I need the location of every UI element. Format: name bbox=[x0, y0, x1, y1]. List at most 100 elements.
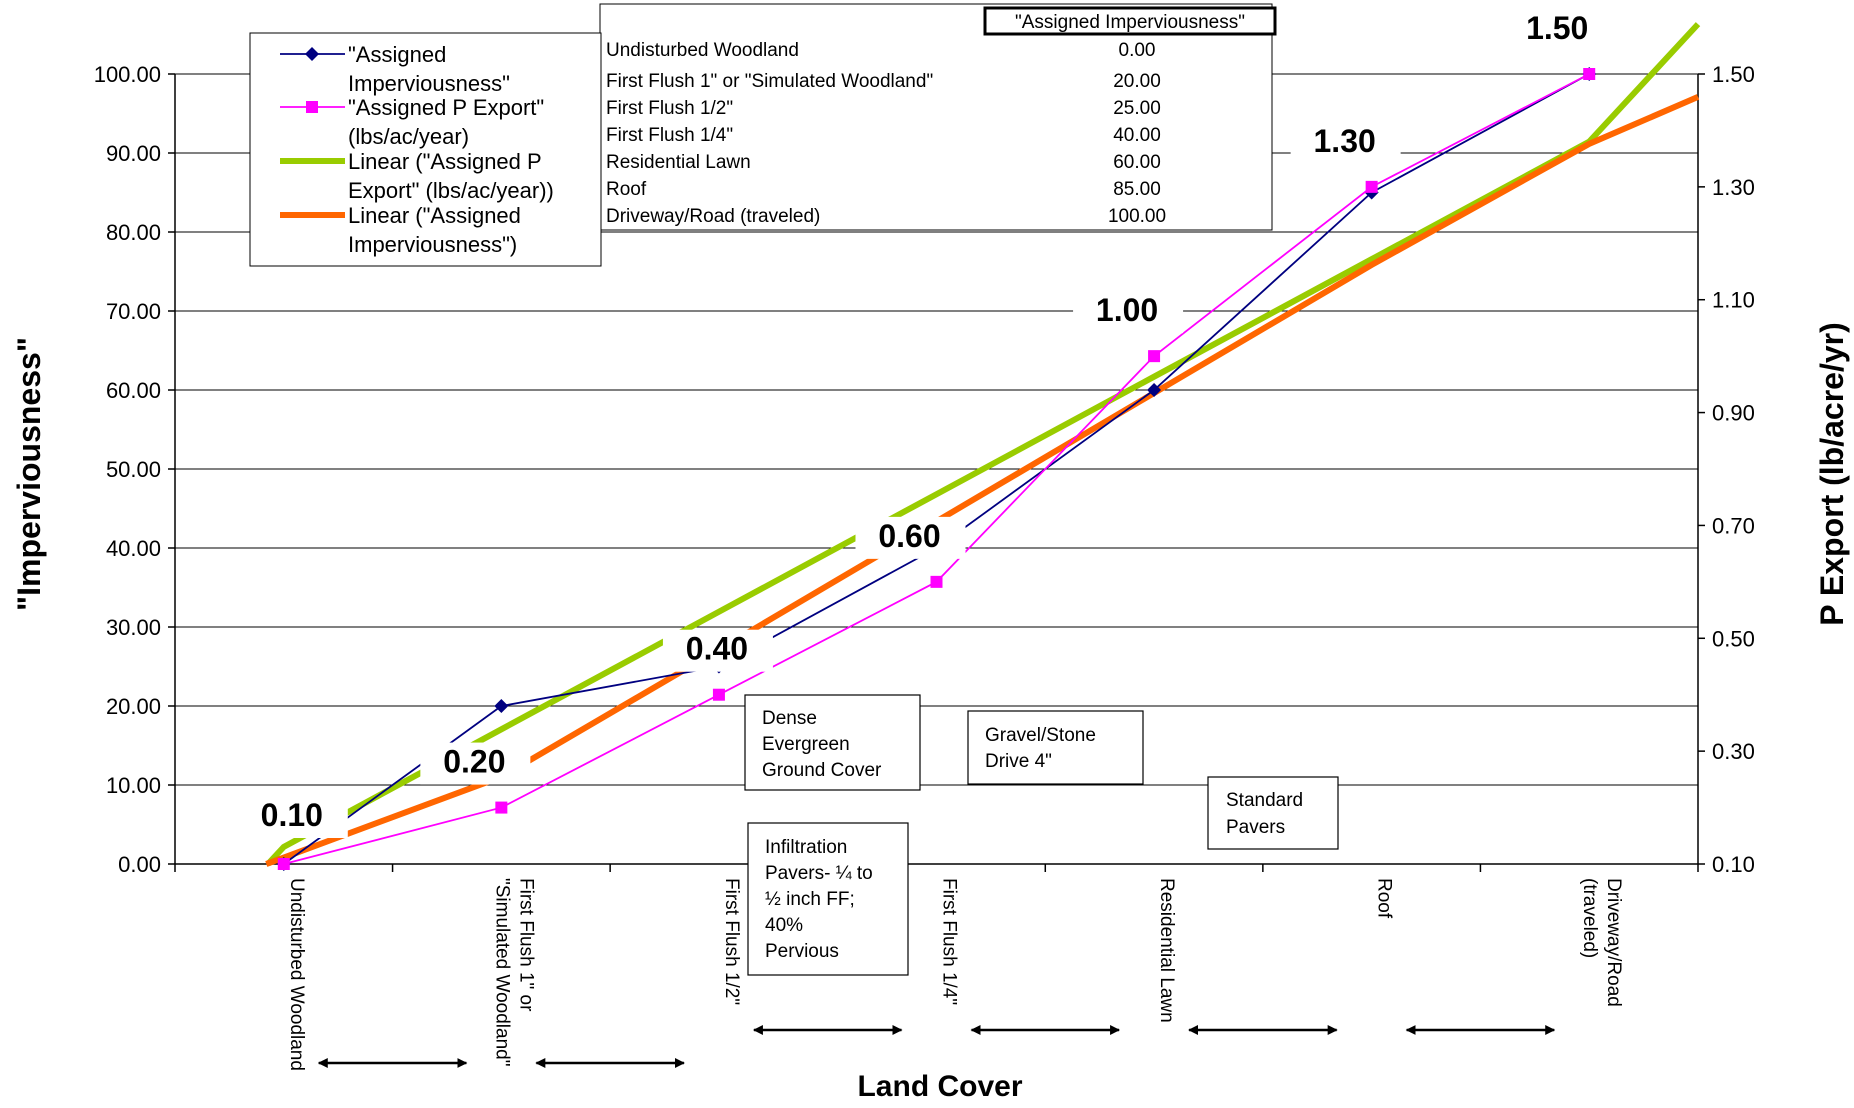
y-tick-label: 80.00 bbox=[106, 220, 161, 245]
table-row-label: Residential Lawn bbox=[606, 152, 751, 173]
y2-tick-label: 0.90 bbox=[1712, 401, 1755, 426]
category-label-line: First Flush 1" or bbox=[515, 878, 536, 1012]
point-label: 1.00 bbox=[1096, 292, 1158, 328]
legend: "Assigned Imperviousness""Assigned P Expo… bbox=[249, 32, 602, 267]
category-label: Driveway/Road(traveled) bbox=[1579, 878, 1624, 1007]
table-row-value: 40.00 bbox=[1113, 125, 1161, 146]
category-label: Undisturbed Woodland bbox=[286, 878, 307, 1071]
category-label-line: First Flush 1/4" bbox=[939, 878, 960, 1005]
x-axis-title: Land Cover bbox=[857, 1070, 1022, 1103]
category-label-line: Residential Lawn bbox=[1156, 878, 1177, 1023]
series-point bbox=[1365, 180, 1378, 193]
annotation-box bbox=[1207, 776, 1339, 850]
legend-entry: Linear ("Assigned P Export" (lbs/ac/year)… bbox=[348, 149, 554, 203]
annotation-line: Ground Cover bbox=[762, 760, 882, 781]
series-point bbox=[1147, 383, 1162, 397]
table-header-box bbox=[983, 6, 1277, 36]
point-label-bg bbox=[662, 629, 773, 672]
legend-marker bbox=[305, 47, 319, 61]
table-row-value: 25.00 bbox=[1113, 98, 1161, 119]
y-tick-label: 30.00 bbox=[106, 615, 161, 640]
y-tick-label: 40.00 bbox=[106, 536, 161, 561]
range-arrows bbox=[317, 1025, 1556, 1068]
y2-tick-label: 1.50 bbox=[1712, 62, 1755, 87]
table-header: "Assigned Imperviousness" bbox=[1015, 12, 1245, 33]
table-row-label: First Flush 1/2" bbox=[606, 98, 733, 119]
x-ticks bbox=[174, 864, 1699, 872]
annotation-text: Dense Evergreen Ground Cover bbox=[762, 708, 882, 781]
category-label: Residential Lawn bbox=[1156, 878, 1177, 1023]
y-tick-label: 90.00 bbox=[106, 141, 161, 166]
category-label-line: Roof bbox=[1374, 878, 1395, 919]
y2-tick-label: 0.50 bbox=[1712, 626, 1755, 651]
table-row-value: 100.00 bbox=[1108, 206, 1166, 227]
annotation-line: Standard bbox=[1226, 790, 1303, 811]
category-label: First Flush 1/2" bbox=[721, 878, 742, 1005]
y-ticks-left: 0.00 10.00 20.00 30.00 40.00 50.00 60.00 70.00 8… bbox=[94, 62, 175, 877]
point-label-bg bbox=[237, 796, 348, 838]
series-point bbox=[277, 858, 290, 870]
series-point bbox=[712, 688, 725, 701]
y2-tick-label: 1.30 bbox=[1712, 175, 1755, 200]
annotation-text: Infiltration Pavers- ¼ to ½ inch FF; 40% Per… bbox=[765, 837, 873, 962]
table-row-label: First Flush 1/4" bbox=[606, 125, 733, 146]
y2-tick-label: 0.10 bbox=[1712, 852, 1755, 877]
imperviousness-table: "Assigned Imperviousness" Undisturbed Woo… bbox=[599, 3, 1277, 231]
legend-entry-line: Imperviousness" bbox=[348, 71, 510, 96]
point-label-bg bbox=[1290, 121, 1401, 164]
legend-entry-line: Linear ("Assigned bbox=[348, 203, 521, 228]
legend-entry: "Assigned Imperviousness" bbox=[348, 42, 510, 96]
category-label: First Flush 1/4" bbox=[939, 878, 960, 1005]
point-label-bg bbox=[420, 742, 531, 785]
y-tick-label: 50.00 bbox=[106, 457, 161, 482]
annotation-line: Drive 4" bbox=[985, 751, 1052, 772]
y-tick-label: 20.00 bbox=[106, 694, 161, 719]
y-tick-label: 100.00 bbox=[94, 62, 161, 87]
annotation-line: Evergreen bbox=[762, 734, 850, 755]
annotation-line: Pavers bbox=[1226, 817, 1285, 838]
y2-tick-label: 0.70 bbox=[1712, 513, 1755, 538]
point-label-bg bbox=[1073, 291, 1184, 334]
y-tick-label: 60.00 bbox=[106, 378, 161, 403]
annotation-line: Dense bbox=[762, 708, 817, 729]
annotation-line: Pavers- ¼ to bbox=[765, 863, 873, 884]
legend-entry-line: "Assigned P Export" bbox=[348, 95, 544, 120]
y-tick-label: 70.00 bbox=[106, 299, 161, 324]
table-row-value: 0.00 bbox=[1119, 40, 1156, 61]
series-point bbox=[495, 801, 508, 814]
point-label: 0.40 bbox=[686, 631, 748, 667]
point-label: 1.30 bbox=[1314, 123, 1376, 159]
point-label: 1.50 bbox=[1526, 10, 1588, 46]
y2-tick-label: 1.10 bbox=[1712, 288, 1755, 313]
category-label-line: "Simulated Woodland" bbox=[491, 878, 512, 1066]
category-label-line: Undisturbed Woodland bbox=[286, 878, 307, 1071]
annotation-box bbox=[744, 694, 921, 791]
annotation-line: Gravel/Stone bbox=[985, 725, 1096, 746]
annotation-box bbox=[747, 822, 909, 976]
category-label: First Flush 1" or"Simulated Woodland" bbox=[491, 878, 536, 1066]
legend-entry-line: Imperviousness") bbox=[348, 232, 517, 257]
point-labels: 0.10 0.20 0.40 0.60 1.00 1.30 1.50 bbox=[237, 9, 1614, 838]
y-axis-title: "Imperviousness" bbox=[11, 337, 47, 611]
point-label: 0.20 bbox=[443, 744, 505, 780]
legend-entry-line: "Assigned bbox=[348, 42, 446, 67]
annotation-box bbox=[967, 710, 1144, 785]
table-row-value: 20.00 bbox=[1113, 71, 1161, 92]
legend-entry: Linear ("Assigned Imperviousness") bbox=[348, 203, 521, 257]
table-row-label: Undisturbed Woodland bbox=[606, 40, 799, 61]
category-label-line: Driveway/Road bbox=[1603, 878, 1624, 1007]
category-label-line: First Flush 1/2" bbox=[721, 878, 742, 1005]
y-tick-label: 0.00 bbox=[118, 852, 161, 877]
point-label: 0.10 bbox=[261, 797, 323, 833]
table-row-label: First Flush 1" or "Simulated Woodland" bbox=[606, 71, 933, 92]
legend-entry-line: (lbs/ac/year) bbox=[348, 124, 469, 149]
annotation-line: 40% bbox=[765, 915, 803, 936]
annotations: Dense Evergreen Ground Cover Infiltration Pa… bbox=[744, 694, 1339, 976]
category-label-line: (traveled) bbox=[1579, 878, 1600, 958]
legend-box bbox=[249, 32, 602, 267]
legend-entry-line: Linear ("Assigned P bbox=[348, 149, 542, 174]
table-row-value: 85.00 bbox=[1113, 179, 1161, 200]
legend-marker bbox=[306, 101, 318, 113]
point-label-bg bbox=[1503, 9, 1614, 51]
